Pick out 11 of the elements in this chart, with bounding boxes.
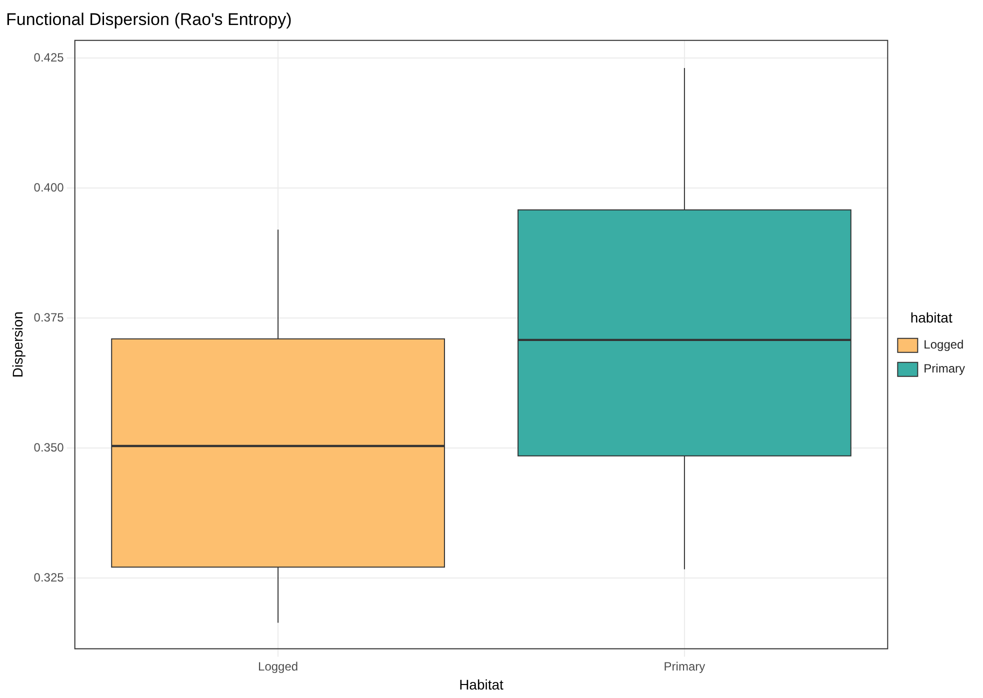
y-tick-label: 0.425 bbox=[34, 50, 64, 64]
y-tick-label: 0.375 bbox=[34, 310, 64, 324]
legend-label: Logged bbox=[924, 338, 964, 352]
y-axis-title: Dispersion bbox=[9, 312, 26, 378]
y-tick-label: 0.350 bbox=[34, 440, 64, 454]
y-tick-label: 0.400 bbox=[34, 180, 64, 194]
x-axis-title: Habitat bbox=[459, 676, 504, 692]
y-tick-label: 0.325 bbox=[34, 570, 64, 584]
chart-title: Functional Dispersion (Rao's Entropy) bbox=[6, 10, 292, 29]
legend-label: Primary bbox=[924, 362, 966, 376]
legend-title: habitat bbox=[910, 309, 952, 326]
